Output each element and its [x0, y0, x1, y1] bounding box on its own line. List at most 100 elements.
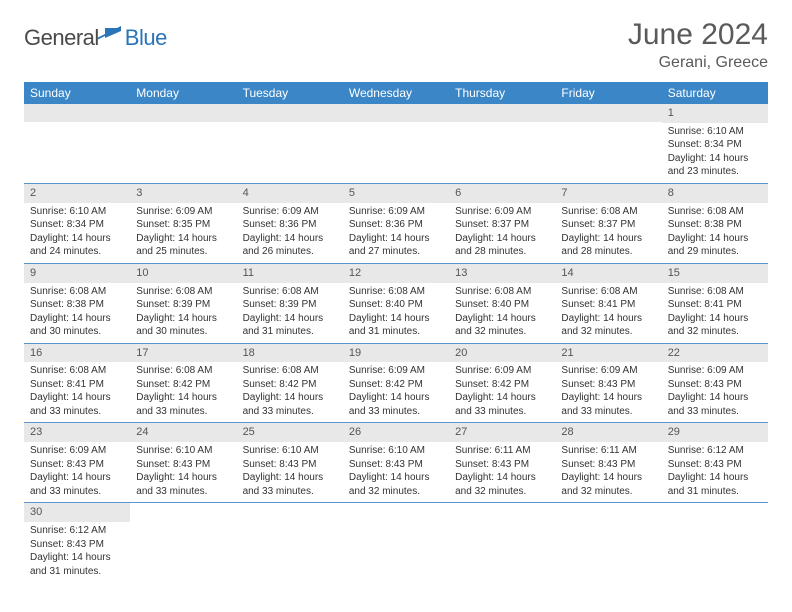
day-line-ss: Sunset: 8:36 PM — [349, 218, 443, 232]
day-line-d2: and 23 minutes. — [668, 165, 762, 179]
day-header: Tuesday — [237, 82, 343, 104]
day-number: 23 — [24, 423, 130, 442]
day-content: Sunrise: 6:12 AMSunset: 8:43 PMDaylight:… — [662, 442, 768, 502]
day-line-d2: and 33 minutes. — [668, 405, 762, 419]
day-content: Sunrise: 6:08 AMSunset: 8:39 PMDaylight:… — [130, 283, 236, 343]
day-content: Sunrise: 6:08 AMSunset: 8:42 PMDaylight:… — [130, 362, 236, 422]
day-cell — [555, 104, 661, 183]
day-number: 14 — [555, 264, 661, 283]
day-content: Sunrise: 6:10 AMSunset: 8:34 PMDaylight:… — [24, 203, 130, 263]
day-line-d2: and 33 minutes. — [136, 485, 230, 499]
day-cell — [662, 503, 768, 582]
day-line-sr: Sunrise: 6:10 AM — [30, 205, 124, 219]
day-line-d2: and 29 minutes. — [668, 245, 762, 259]
day-header: Thursday — [449, 82, 555, 104]
day-line-d1: Daylight: 14 hours — [136, 471, 230, 485]
empty-day — [343, 104, 449, 122]
day-line-d2: and 30 minutes. — [30, 325, 124, 339]
day-line-ss: Sunset: 8:41 PM — [668, 298, 762, 312]
day-cell: 28Sunrise: 6:11 AMSunset: 8:43 PMDayligh… — [555, 423, 661, 503]
day-line-ss: Sunset: 8:37 PM — [561, 218, 655, 232]
day-number: 5 — [343, 184, 449, 203]
week-row: 9Sunrise: 6:08 AMSunset: 8:38 PMDaylight… — [24, 263, 768, 343]
day-line-sr: Sunrise: 6:08 AM — [668, 285, 762, 299]
day-line-sr: Sunrise: 6:08 AM — [136, 364, 230, 378]
day-number: 29 — [662, 423, 768, 442]
day-line-ss: Sunset: 8:43 PM — [136, 458, 230, 472]
day-line-d2: and 33 minutes. — [30, 485, 124, 499]
logo: General Blue — [24, 18, 167, 52]
day-cell: 4Sunrise: 6:09 AMSunset: 8:36 PMDaylight… — [237, 183, 343, 263]
day-cell: 3Sunrise: 6:09 AMSunset: 8:35 PMDaylight… — [130, 183, 236, 263]
day-number: 21 — [555, 344, 661, 363]
day-cell: 26Sunrise: 6:10 AMSunset: 8:43 PMDayligh… — [343, 423, 449, 503]
title-block: June 2024 Gerani, Greece — [628, 18, 768, 72]
day-cell: 10Sunrise: 6:08 AMSunset: 8:39 PMDayligh… — [130, 263, 236, 343]
day-number: 11 — [237, 264, 343, 283]
day-line-sr: Sunrise: 6:09 AM — [561, 364, 655, 378]
day-content: Sunrise: 6:11 AMSunset: 8:43 PMDaylight:… — [449, 442, 555, 502]
location: Gerani, Greece — [628, 54, 768, 72]
week-row: 1Sunrise: 6:10 AMSunset: 8:34 PMDaylight… — [24, 104, 768, 183]
day-number: 18 — [237, 344, 343, 363]
day-number: 24 — [130, 423, 236, 442]
day-line-d1: Daylight: 14 hours — [30, 471, 124, 485]
day-content: Sunrise: 6:08 AMSunset: 8:38 PMDaylight:… — [662, 203, 768, 263]
day-number: 19 — [343, 344, 449, 363]
day-line-sr: Sunrise: 6:08 AM — [243, 285, 337, 299]
day-line-sr: Sunrise: 6:09 AM — [349, 364, 443, 378]
day-header: Sunday — [24, 82, 130, 104]
day-line-ss: Sunset: 8:34 PM — [668, 138, 762, 152]
day-content: Sunrise: 6:10 AMSunset: 8:34 PMDaylight:… — [662, 123, 768, 183]
day-cell: 27Sunrise: 6:11 AMSunset: 8:43 PMDayligh… — [449, 423, 555, 503]
day-line-sr: Sunrise: 6:09 AM — [455, 364, 549, 378]
day-line-d2: and 31 minutes. — [243, 325, 337, 339]
day-content: Sunrise: 6:08 AMSunset: 8:39 PMDaylight:… — [237, 283, 343, 343]
day-number: 12 — [343, 264, 449, 283]
day-cell: 9Sunrise: 6:08 AMSunset: 8:38 PMDaylight… — [24, 263, 130, 343]
day-line-d1: Daylight: 14 hours — [30, 551, 124, 565]
day-line-sr: Sunrise: 6:08 AM — [455, 285, 549, 299]
day-header: Friday — [555, 82, 661, 104]
day-cell: 23Sunrise: 6:09 AMSunset: 8:43 PMDayligh… — [24, 423, 130, 503]
day-line-sr: Sunrise: 6:10 AM — [136, 444, 230, 458]
day-line-d1: Daylight: 14 hours — [349, 471, 443, 485]
day-line-d1: Daylight: 14 hours — [349, 391, 443, 405]
day-cell: 1Sunrise: 6:10 AMSunset: 8:34 PMDaylight… — [662, 104, 768, 183]
flag-icon — [97, 24, 123, 42]
day-line-d2: and 32 minutes. — [668, 325, 762, 339]
day-content: Sunrise: 6:08 AMSunset: 8:37 PMDaylight:… — [555, 203, 661, 263]
week-row: 16Sunrise: 6:08 AMSunset: 8:41 PMDayligh… — [24, 343, 768, 423]
day-line-d1: Daylight: 14 hours — [561, 471, 655, 485]
day-line-d2: and 32 minutes. — [561, 325, 655, 339]
empty-day — [130, 104, 236, 122]
day-line-d2: and 32 minutes. — [455, 325, 549, 339]
day-line-d1: Daylight: 14 hours — [455, 471, 549, 485]
day-line-d1: Daylight: 14 hours — [349, 232, 443, 246]
calendar-head: SundayMondayTuesdayWednesdayThursdayFrid… — [24, 82, 768, 104]
day-line-d1: Daylight: 14 hours — [455, 232, 549, 246]
day-line-ss: Sunset: 8:38 PM — [30, 298, 124, 312]
day-cell: 6Sunrise: 6:09 AMSunset: 8:37 PMDaylight… — [449, 183, 555, 263]
day-number: 15 — [662, 264, 768, 283]
day-number: 28 — [555, 423, 661, 442]
day-line-d1: Daylight: 14 hours — [349, 312, 443, 326]
day-cell: 11Sunrise: 6:08 AMSunset: 8:39 PMDayligh… — [237, 263, 343, 343]
day-cell: 8Sunrise: 6:08 AMSunset: 8:38 PMDaylight… — [662, 183, 768, 263]
day-line-d1: Daylight: 14 hours — [668, 312, 762, 326]
day-content: Sunrise: 6:09 AMSunset: 8:37 PMDaylight:… — [449, 203, 555, 263]
day-line-sr: Sunrise: 6:08 AM — [561, 205, 655, 219]
day-line-ss: Sunset: 8:36 PM — [243, 218, 337, 232]
day-line-d1: Daylight: 14 hours — [561, 391, 655, 405]
day-line-ss: Sunset: 8:39 PM — [243, 298, 337, 312]
day-number: 20 — [449, 344, 555, 363]
day-content: Sunrise: 6:08 AMSunset: 8:42 PMDaylight:… — [237, 362, 343, 422]
day-line-ss: Sunset: 8:42 PM — [455, 378, 549, 392]
day-line-sr: Sunrise: 6:09 AM — [136, 205, 230, 219]
day-content: Sunrise: 6:09 AMSunset: 8:42 PMDaylight:… — [449, 362, 555, 422]
day-content: Sunrise: 6:08 AMSunset: 8:41 PMDaylight:… — [662, 283, 768, 343]
month-title: June 2024 — [628, 18, 768, 52]
day-line-sr: Sunrise: 6:12 AM — [668, 444, 762, 458]
day-line-d2: and 33 minutes. — [455, 405, 549, 419]
day-line-ss: Sunset: 8:43 PM — [668, 458, 762, 472]
